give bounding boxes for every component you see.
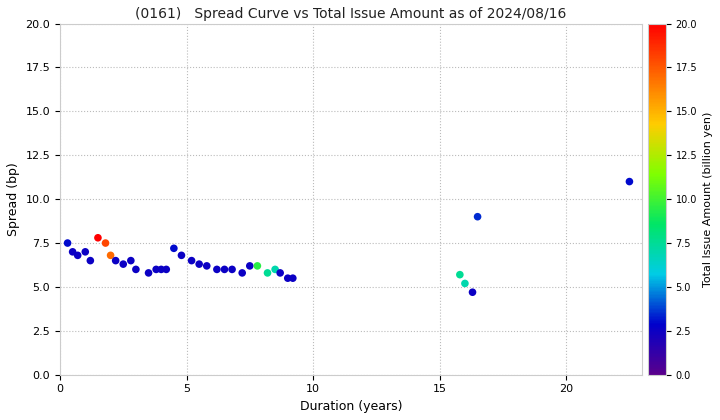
Point xyxy=(176,252,187,259)
X-axis label: Duration (years): Duration (years) xyxy=(300,400,402,413)
Point xyxy=(287,275,299,281)
Point xyxy=(201,262,212,269)
Point xyxy=(269,266,281,273)
Point xyxy=(100,240,112,247)
Point xyxy=(472,213,483,220)
Point xyxy=(105,252,117,259)
Point xyxy=(161,266,172,273)
Point xyxy=(454,271,466,278)
Point xyxy=(72,252,84,259)
Point xyxy=(143,270,154,276)
Point xyxy=(92,234,104,241)
Point xyxy=(467,289,478,296)
Point xyxy=(156,266,167,273)
Point xyxy=(62,240,73,247)
Point xyxy=(274,270,286,276)
Point xyxy=(624,178,635,185)
Point xyxy=(194,261,205,268)
Point xyxy=(262,270,274,276)
Point xyxy=(226,266,238,273)
Point xyxy=(186,257,197,264)
Title: (0161)   Spread Curve vs Total Issue Amount as of 2024/08/16: (0161) Spread Curve vs Total Issue Amoun… xyxy=(135,7,567,21)
Point xyxy=(130,266,142,273)
Point xyxy=(125,257,137,264)
Point xyxy=(110,257,122,264)
Point xyxy=(282,275,294,281)
Point xyxy=(219,266,230,273)
Point xyxy=(244,262,256,269)
Point xyxy=(168,245,179,252)
Point xyxy=(79,249,91,255)
Point xyxy=(117,261,129,268)
Point xyxy=(459,280,471,287)
Y-axis label: Total Issue Amount (billion yen): Total Issue Amount (billion yen) xyxy=(703,111,713,287)
Y-axis label: Spread (bp): Spread (bp) xyxy=(7,162,20,236)
Point xyxy=(251,262,263,269)
Point xyxy=(150,266,162,273)
Point xyxy=(236,270,248,276)
Point xyxy=(211,266,222,273)
Point xyxy=(84,257,96,264)
Point xyxy=(67,249,78,255)
